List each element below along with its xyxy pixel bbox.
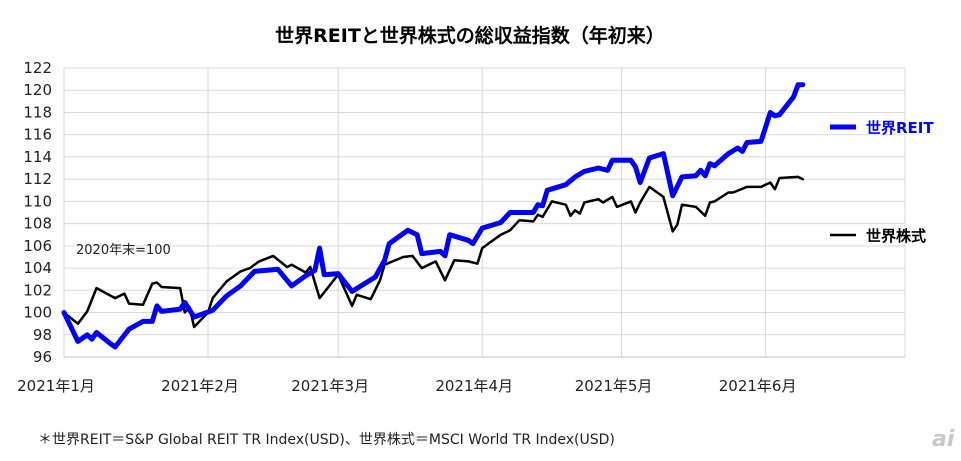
series-line-reit bbox=[64, 85, 803, 347]
x-axis: 2021年1月 2021年2月 2021年3月 2021年4月 2021年5月 2021年… bbox=[17, 377, 796, 395]
site-logo: ai bbox=[932, 427, 955, 452]
y-axis: 96 98 100 102 104 106 108 110 112 114 116 118 120 122 bbox=[23, 59, 52, 366]
x-tick-label: 2021年2月 bbox=[161, 377, 239, 395]
y-tick-label: 102 bbox=[23, 281, 52, 299]
y-tick-label: 122 bbox=[23, 59, 52, 77]
legend: 世界REIT 世界株式 bbox=[830, 119, 934, 245]
footnote: ＊世界REIT＝S&P Global REIT TR Index(USD)、世界… bbox=[38, 432, 615, 448]
x-tick-label: 2021年4月 bbox=[435, 377, 513, 395]
y-tick-label: 112 bbox=[23, 170, 52, 188]
y-tick-label: 114 bbox=[23, 148, 52, 166]
y-tick-label: 96 bbox=[33, 348, 52, 366]
y-tick-label: 116 bbox=[23, 126, 52, 144]
y-tick-label: 104 bbox=[23, 259, 52, 277]
y-tick-label: 110 bbox=[23, 192, 52, 210]
y-tick-label: 118 bbox=[23, 103, 52, 121]
series-layer bbox=[64, 85, 803, 348]
x-tick-label: 2021年3月 bbox=[291, 377, 369, 395]
y-tick-label: 98 bbox=[33, 326, 52, 344]
legend-label-reit: 世界REIT bbox=[866, 119, 934, 137]
chart-title: 世界REITと世界株式の総収益指数（年初来） bbox=[275, 24, 665, 47]
x-tick-label: 2021年5月 bbox=[575, 377, 653, 395]
y-tick-label: 120 bbox=[23, 81, 52, 99]
x-tick-label: 2021年6月 bbox=[719, 377, 797, 395]
x-tick-label: 2021年1月 bbox=[17, 377, 95, 395]
y-tick-label: 106 bbox=[23, 237, 52, 255]
y-tick-label: 100 bbox=[23, 304, 52, 322]
legend-label-stocks: 世界株式 bbox=[866, 227, 926, 245]
baseline-annotation: 2020年末=100 bbox=[76, 243, 171, 258]
y-tick-label: 108 bbox=[23, 215, 52, 233]
